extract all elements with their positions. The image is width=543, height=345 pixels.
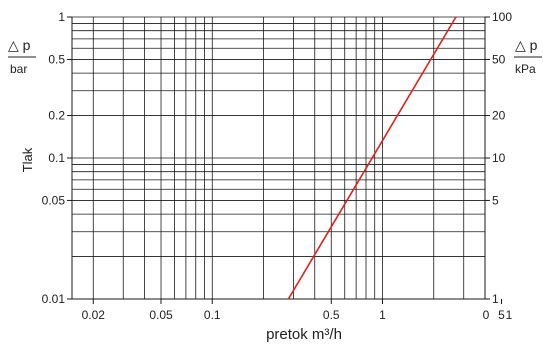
tick-layer: 0.02 0.05 0.1 0.5 1 50 110.50.20.10.050.011005… [42, 10, 513, 322]
x-tick-label: 1 [379, 308, 386, 322]
x-tick-label: 0.05 [149, 308, 173, 322]
x-extra-label: 1 [506, 308, 513, 322]
x-tick-label: 0.1 [204, 308, 221, 322]
y-right-tick-label: 50 [492, 52, 506, 66]
y-left-tick-label: 0.2 [48, 109, 65, 123]
y-left-tick-label: 0.1 [48, 151, 65, 165]
x-axis-label: pretok m³/h [266, 326, 342, 343]
y-right-tick-label: 100 [492, 10, 512, 24]
y-right-tick-label: 1 [492, 292, 499, 306]
right-axis-title: △ p kPa [514, 37, 542, 76]
y-right-tick-label: 5 [492, 193, 499, 207]
x-tick-label: 0.02 [82, 308, 106, 322]
left-axis-title: △ p bar [8, 37, 36, 76]
y-left-tick-label: 0.01 [42, 292, 66, 306]
y-left-tick-label: 0.05 [42, 193, 66, 207]
series-line [287, 16, 457, 300]
x-tick-label: 0.5 [323, 308, 340, 322]
left-axis-unit: bar [10, 62, 27, 76]
series-layer [287, 16, 457, 300]
x-tick-label: 5 [498, 308, 505, 322]
right-axis-symbol: △ p [515, 37, 538, 53]
y-right-tick-label: 10 [492, 151, 506, 165]
x-extra-label: 0 [483, 308, 490, 322]
right-axis-unit: kPa [515, 62, 536, 76]
y-right-tick-label: 20 [492, 109, 506, 123]
y-left-tick-label: 1 [58, 10, 65, 24]
y-left-tick-label: 0.5 [48, 52, 65, 66]
left-axis-symbol: △ p [8, 37, 31, 53]
grid [71, 16, 486, 300]
y-axis-label: Tlak [20, 147, 35, 172]
